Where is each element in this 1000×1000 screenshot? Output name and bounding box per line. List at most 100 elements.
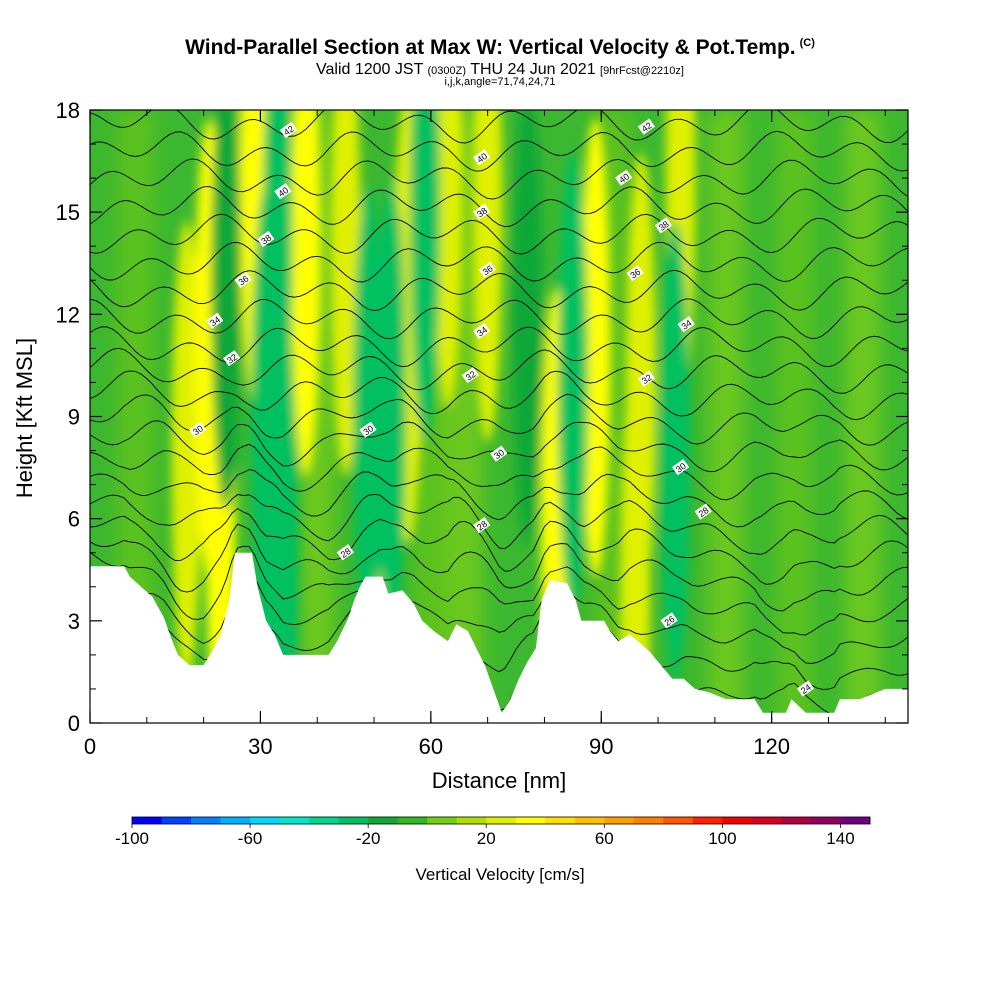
theta-label-bg (473, 516, 491, 534)
colorbar: -100 -60 -20 20 60 100 140 (115, 816, 871, 848)
theta-label: 28 (336, 544, 354, 561)
theta-contour-line (90, 393, 908, 446)
theta-label-text: 42 (282, 124, 296, 138)
theta-label: 32 (461, 367, 479, 384)
updraft-core (620, 356, 651, 723)
chart-title-text: Wind-Parallel Section at Max W: Vertical… (185, 36, 796, 59)
updraft-core (432, 110, 463, 409)
y-tick-label: 9 (68, 405, 80, 430)
theta-label-bg (694, 503, 712, 520)
theta-label-bg (189, 421, 207, 438)
colorbar-frame (131, 816, 871, 825)
chart-subtitle: Valid 1200 JST (0300Z) THU 24 Jun 2021 [… (0, 61, 1000, 79)
theta-contour-line (90, 241, 908, 283)
theta-label-text: 26 (663, 614, 677, 628)
theta-label-bg (637, 370, 656, 387)
colorbar-swatch (692, 817, 723, 824)
x-tick-label: 60 (419, 734, 443, 759)
theta-label-text: 32 (225, 352, 239, 366)
theta-label-bg (626, 264, 644, 282)
colorbar-swatch (191, 817, 221, 824)
chart-title: Wind-Parallel Section at Max W: Vertical… (0, 36, 1000, 60)
colorbar-tick-label: -20 (356, 829, 381, 848)
colorbar-swatch (840, 817, 871, 824)
theta-label-bg (274, 183, 292, 200)
theta-label: 30 (359, 421, 377, 438)
y-tick-label: 18 (56, 98, 80, 123)
theta-label: 38 (257, 230, 275, 248)
y-tick-label: 15 (56, 200, 80, 225)
colorbar-swatch (781, 817, 812, 824)
theta-label-text: 30 (492, 447, 506, 461)
theta-label: 40 (615, 169, 633, 186)
theta-label-bg (473, 149, 491, 166)
theta-label-bg (490, 445, 508, 462)
field-band (708, 110, 745, 723)
colorbar-swatch (545, 817, 576, 824)
theta-label-text: 28 (697, 505, 711, 519)
theta-label-bg (660, 612, 678, 629)
theta-contour-line (90, 523, 908, 612)
subtitle-forecast: [9hrFcst@2210z] (600, 65, 684, 77)
theta-label: 32 (637, 370, 656, 387)
theta-label-text: 36 (237, 273, 251, 287)
theta-label: 42 (279, 121, 298, 139)
theta-contour-line (90, 213, 908, 255)
theta-label: 38 (473, 203, 491, 220)
colorbar-swatch (250, 817, 280, 824)
x-axis-label: Distance [nm] (432, 768, 567, 793)
colorbar-swatch (722, 817, 753, 824)
theta-label-text: 32 (640, 372, 654, 386)
theta-label-text: 38 (657, 219, 671, 233)
downdraft-core (410, 110, 441, 443)
colorbar-swatch (751, 817, 782, 824)
terrain-mask (90, 552, 908, 723)
colorbar-label: Vertical Velocity [cm/s] (415, 865, 584, 884)
updraft-core (290, 110, 321, 477)
field-cores (171, 110, 696, 723)
theta-label-bg (473, 203, 491, 220)
theta-label: 34 (677, 316, 695, 333)
colorbar-swatch (132, 817, 162, 824)
theta-label-bg (677, 316, 695, 333)
colorbar-swatch (427, 817, 458, 824)
theta-label: 30 (490, 445, 508, 462)
theta-label-text: 34 (475, 325, 489, 339)
theta-label-bg (461, 367, 479, 384)
theta-label: 34 (473, 322, 491, 340)
theta-label-bg (671, 459, 690, 476)
colorbar-swatch (515, 817, 546, 824)
downdraft-core (660, 220, 691, 681)
theta-label-bg (359, 421, 377, 438)
colorbar-swatch (220, 817, 251, 824)
field-band (844, 110, 881, 723)
x-tick-label: 120 (753, 734, 790, 759)
updraft-core (580, 118, 611, 579)
colorbar-tick-label: 140 (826, 829, 854, 848)
theta-label-text: 40 (475, 151, 489, 165)
theta-label-text: 28 (339, 546, 353, 560)
velocity-field (117, 110, 881, 723)
theta-label: 42 (637, 118, 656, 135)
theta-label-bg (615, 169, 633, 186)
theta-label: 38 (654, 217, 673, 234)
updraft-core (171, 220, 202, 681)
theta-label-text: 34 (208, 314, 222, 328)
downdraft-core (376, 179, 407, 640)
theta-contour-line (90, 443, 908, 501)
colorbar-tick-label: -60 (238, 829, 263, 848)
colorbar-tick-label: 100 (708, 829, 736, 848)
chart-title-units: (C) (799, 37, 815, 49)
downdraft-core (211, 110, 242, 511)
theta-label-text: 30 (674, 461, 688, 475)
theta-contour-line (90, 508, 908, 585)
theta-label-text: 24 (799, 682, 813, 696)
theta-label-text: 30 (361, 423, 375, 437)
downdraft-core (557, 152, 588, 613)
colorbar-swatch (663, 817, 694, 824)
theta-contour-labels: 42 40 38 36 34 32 30 30 28 28 30 32 34 36 38 40 42 40 38 36… (189, 118, 815, 697)
colorbar-swatch (574, 817, 605, 824)
updraft-core (472, 110, 503, 443)
colorbar-swatch (338, 817, 369, 824)
